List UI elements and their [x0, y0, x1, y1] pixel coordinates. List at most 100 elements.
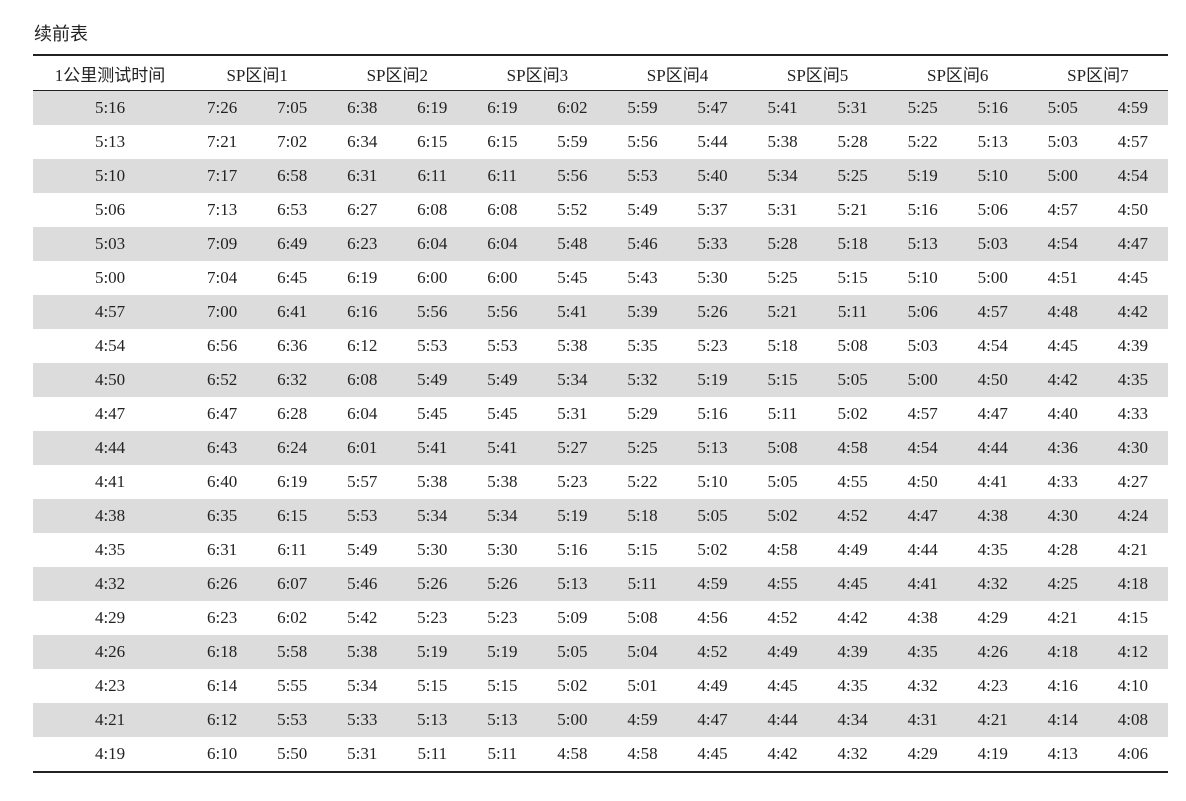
table-cell: 5:10: [94, 166, 126, 185]
table-cell: 5:16: [94, 98, 126, 117]
table-row: 5:13 7:21 7:02 6:34 6:15 6:15 5:59 5:56 5:44 5:38…: [33, 125, 1168, 159]
table-cell: 5:03: [94, 234, 126, 253]
table-cell: 6:27: [347, 200, 378, 219]
table-cell: 5:16: [697, 404, 728, 423]
table-cell: 5:18: [837, 234, 868, 253]
table-cell: 4:52: [697, 642, 728, 661]
table-cell: 5:02: [557, 676, 588, 695]
table-cell: 5:19: [417, 642, 448, 661]
table-cell: 4:41: [907, 574, 938, 593]
table-cell: 4:19: [94, 744, 126, 763]
table-cell: 5:27: [557, 438, 588, 457]
table-cell: 4:55: [767, 574, 798, 593]
table-row: 4:50 6:52 6:32 6:08 5:49 5:49 5:34 5:32 5:19 5:15…: [33, 363, 1168, 397]
table-cell: 5:00: [557, 710, 588, 729]
table-cell: 7:26: [207, 98, 238, 117]
table-cell: 4:54: [94, 336, 126, 355]
table-cell: 5:00: [1047, 166, 1078, 185]
table-cell: 6:01: [347, 438, 378, 457]
table-cell: 5:02: [837, 404, 868, 423]
table-cell: 5:23: [487, 608, 518, 627]
table-cell: 6:38: [347, 98, 378, 117]
table-cell: 4:44: [767, 710, 798, 729]
table-cell: 4:54: [977, 336, 1008, 355]
table-cell: 5:34: [767, 166, 798, 185]
table-cell: 4:56: [697, 608, 728, 627]
table-cell: 5:22: [907, 132, 938, 151]
table-cell: 4:36: [1047, 438, 1078, 457]
table-cell: 6:00: [487, 268, 518, 287]
table-cell: 4:15: [1117, 608, 1149, 627]
table-cell: 7:00: [207, 302, 238, 321]
table-cell: 5:00: [907, 370, 938, 389]
table-cell: 7:02: [277, 132, 308, 151]
table-cell: 5:11: [767, 404, 798, 423]
table-cell: 5:50: [277, 744, 308, 763]
caption: 续前表: [34, 24, 88, 44]
table-cell: 4:35: [977, 540, 1008, 559]
table-cell: 6:26: [207, 574, 238, 593]
table-cell: 4:28: [1047, 540, 1078, 559]
table-row: 5:16 7:26 7:05 6:38 6:19 6:19 6:02 5:59 5:47 5:41…: [33, 90, 1168, 125]
table-cell: 4:26: [977, 642, 1008, 661]
table-cell: 5:11: [487, 744, 518, 763]
table-cell: 5:06: [94, 200, 126, 219]
table-cell: 5:05: [837, 370, 868, 389]
table-row: 4:23 6:14 5:55 5:34 5:15 5:15 5:02 5:01 4:49 4:45…: [33, 669, 1168, 703]
table-cell: 5:19: [487, 642, 518, 661]
table-cell: 5:13: [417, 710, 448, 729]
header-cell: SP区间2: [366, 65, 428, 85]
table-cell: 5:34: [487, 506, 518, 525]
table-cell: 5:10: [697, 472, 728, 491]
table-cell: 4:45: [837, 574, 868, 593]
table-cell: 4:58: [627, 744, 658, 763]
table-cell: 6:28: [277, 404, 308, 423]
table-cell: 4:47: [697, 710, 728, 729]
table-cell: 5:09: [557, 608, 588, 627]
table-row: 4:35 6:31 6:11 5:49 5:30 5:30 5:16 5:15 5:02 4:58…: [33, 533, 1168, 567]
table-cell: 6:12: [207, 710, 238, 729]
table-row: 4:19 6:10 5:50 5:31 5:11 5:11 4:58 4:58 4:45 4:42…: [33, 737, 1168, 772]
table-row: 5:03 7:09 6:49 6:23 6:04 6:04 5:48 5:46 5:33 5:28…: [33, 227, 1168, 261]
table-cell: 6:15: [277, 506, 308, 525]
table-cell: 6:58: [277, 166, 308, 185]
table-cell: 4:47: [1117, 234, 1149, 253]
table-cell: 5:13: [557, 574, 588, 593]
table-cell: 5:23: [557, 472, 588, 491]
table-cell: 4:41: [94, 472, 126, 491]
table-cell: 5:31: [557, 404, 588, 423]
table-cell: 5:59: [557, 132, 588, 151]
table-cell: 6:04: [347, 404, 378, 423]
table-cell: 4:25: [1047, 574, 1078, 593]
table-cell: 7:13: [207, 200, 238, 219]
table-cell: 4:50: [94, 370, 126, 389]
table-cell: 5:26: [487, 574, 518, 593]
table-cell: 5:18: [767, 336, 798, 355]
table-cell: 6:15: [417, 132, 448, 151]
table-cell: 6:23: [347, 234, 378, 253]
table-cell: 5:47: [697, 98, 728, 117]
table-cell: 5:53: [627, 166, 658, 185]
table-cell: 4:47: [94, 404, 126, 423]
table-row: 4:26 6:18 5:58 5:38 5:19 5:19 5:05 5:04 4:52 4:49…: [33, 635, 1168, 669]
table-row: 4:38 6:35 6:15 5:53 5:34 5:34 5:19 5:18 5:05 5:02…: [33, 499, 1168, 533]
table-cell: 5:57: [347, 472, 378, 491]
table-cell: 4:55: [837, 472, 868, 491]
table-row: 4:32 6:26 6:07 5:46 5:26 5:26 5:13 5:11 4:59 4:55…: [33, 567, 1168, 601]
table-cell: 4:44: [94, 438, 126, 457]
table-cell: 5:25: [767, 268, 798, 287]
table-cell: 4:32: [94, 574, 126, 593]
table-cell: 5:56: [417, 302, 448, 321]
table-cell: 5:18: [627, 506, 658, 525]
table-cell: 6:08: [347, 370, 378, 389]
table-cell: 5:49: [487, 370, 518, 389]
table-cell: 5:39: [627, 302, 658, 321]
table-cell: 4:42: [1047, 370, 1078, 389]
table-cell: 5:58: [277, 642, 308, 661]
table-cell: 4:33: [1117, 404, 1149, 423]
header-cell: SP区间7: [1067, 65, 1129, 85]
table-cell: 5:26: [417, 574, 448, 593]
table-cell: 6:15: [487, 132, 518, 151]
table-cell: 5:48: [557, 234, 588, 253]
